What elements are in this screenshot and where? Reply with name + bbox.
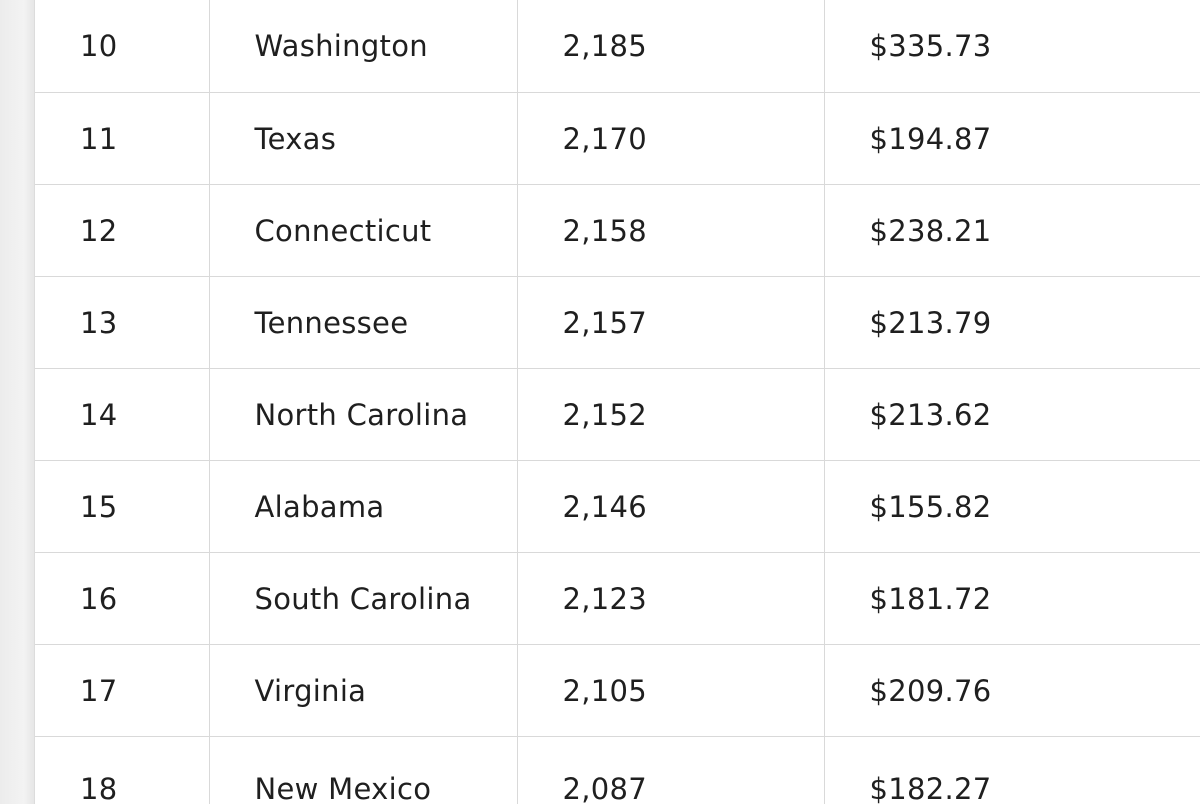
rank-cell: 11 bbox=[35, 92, 210, 185]
cost-cell: $194.87 bbox=[824, 92, 1200, 185]
count-cell: 2,123 bbox=[517, 552, 825, 645]
rank-cell: 12 bbox=[35, 184, 210, 277]
rank-cell: 14 bbox=[35, 368, 210, 461]
table-row: 12 Connecticut 2,158 $238.21 bbox=[35, 184, 1200, 277]
cost-cell: $182.27 bbox=[869, 772, 992, 804]
state-cell: Connecticut bbox=[209, 184, 518, 277]
count-cell: 2,087 bbox=[517, 736, 825, 804]
cost-cell: $213.79 bbox=[824, 276, 1200, 369]
state-cell: Washington bbox=[209, 0, 518, 93]
cost-cell: $238.21 bbox=[824, 184, 1200, 277]
rankings-table: 10 Washington 2,185 $335.73 11 Texas 2,1… bbox=[35, 0, 1200, 804]
table-row: 16 South Carolina 2,123 $181.72 bbox=[35, 552, 1200, 645]
count-cell: 2,157 bbox=[517, 276, 825, 369]
count-cell: 2,152 bbox=[517, 368, 825, 461]
table-row: 11 Texas 2,170 $194.87 bbox=[35, 92, 1200, 185]
rank-cell: 10 bbox=[35, 0, 210, 93]
table-row: 18 New Mexico 2,087 $182.27 bbox=[35, 736, 1200, 804]
cost-cell: $209.76 bbox=[824, 644, 1200, 737]
table-row: 15 Alabama 2,146 $155.82 bbox=[35, 460, 1200, 553]
page-gutter bbox=[0, 0, 35, 804]
rank-cell: 17 bbox=[35, 644, 210, 737]
rank-cell: 15 bbox=[35, 460, 210, 553]
state-cell: North Carolina bbox=[209, 368, 518, 461]
state-cell: Alabama bbox=[209, 460, 518, 553]
cost-cell: $181.72 bbox=[824, 552, 1200, 645]
state-cell: South Carolina bbox=[209, 552, 518, 645]
state-cell: New Mexico bbox=[209, 736, 518, 804]
table-row: 13 Tennessee 2,157 $213.79 bbox=[35, 276, 1200, 369]
count-cell: 2,146 bbox=[517, 460, 825, 553]
cost-cell: $213.62 bbox=[824, 368, 1200, 461]
rank-cell: 16 bbox=[35, 552, 210, 645]
count-cell: 2,158 bbox=[517, 184, 825, 277]
table-row: 17 Virginia 2,105 $209.76 bbox=[35, 644, 1200, 737]
state-cell: Virginia bbox=[209, 644, 518, 737]
table-container[interactable]: 10 Washington 2,185 $335.73 11 Texas 2,1… bbox=[35, 0, 1200, 804]
cost-cell: $155.82 bbox=[824, 460, 1200, 553]
rank-cell: 13 bbox=[35, 276, 210, 369]
state-cell: Tennessee bbox=[209, 276, 518, 369]
count-cell: 2,105 bbox=[517, 644, 825, 737]
count-cell: 2,170 bbox=[517, 92, 825, 185]
table-row: 14 North Carolina 2,152 $213.62 bbox=[35, 368, 1200, 461]
state-cell: Texas bbox=[209, 92, 518, 185]
rank-cell: 18 bbox=[35, 736, 210, 804]
count-cell: 2,185 bbox=[517, 0, 825, 93]
table-row: 10 Washington 2,185 $335.73 bbox=[35, 0, 1200, 93]
cost-cell: $335.73 bbox=[824, 0, 1200, 93]
